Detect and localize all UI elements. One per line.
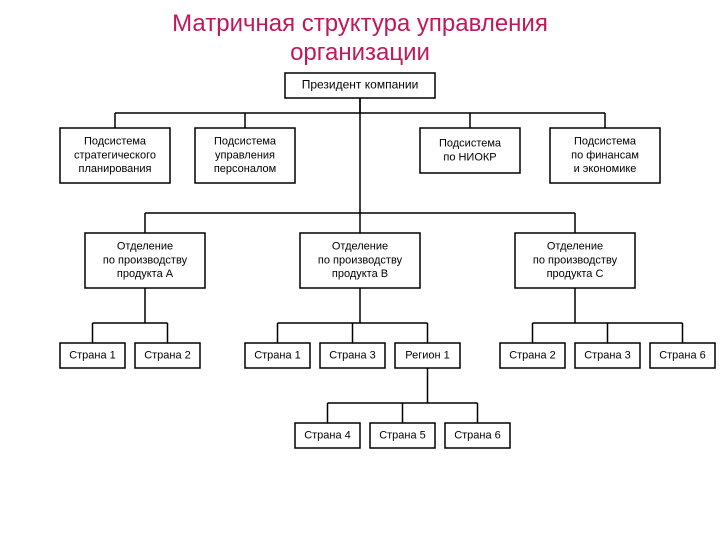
- svg-text:управления: управления: [215, 149, 275, 161]
- node-cR1: Страна 4: [295, 423, 360, 448]
- org-chart: Президент компании Подсистема стратегическ…: [0, 68, 720, 528]
- node-cR3: Страна 6: [445, 423, 510, 448]
- svg-text:по НИОКР: по НИОКР: [443, 151, 496, 163]
- node-cR2: Страна 5: [370, 423, 435, 448]
- svg-text:по финансам: по финансам: [571, 149, 639, 161]
- node-divB: Отделение по производству продукта В: [300, 233, 420, 288]
- svg-text:Отделение: Отделение: [117, 240, 173, 252]
- svg-text:Отделение: Отделение: [332, 240, 388, 252]
- svg-text:продукта С: продукта С: [547, 268, 604, 280]
- node-cA2: Страна 2: [135, 343, 200, 368]
- node-sub4: Подсистема по финансам и экономике: [550, 128, 660, 183]
- title-line-2: организации: [290, 39, 430, 66]
- svg-text:по производству: по производству: [318, 254, 403, 266]
- svg-text:Отделение: Отделение: [547, 240, 603, 252]
- svg-text:Страна 2: Страна 2: [144, 349, 191, 361]
- svg-text:Страна 1: Страна 1: [69, 349, 116, 361]
- node-cB2: Страна 3: [320, 343, 385, 368]
- node-sub2: Подсистема управления персоналом: [195, 128, 295, 183]
- svg-text:и экономике: и экономике: [574, 163, 637, 175]
- svg-text:Страна 1: Страна 1: [254, 349, 301, 361]
- title-line-1: Матричная структура управления: [172, 10, 548, 37]
- svg-text:Президент компании: Президент компании: [302, 77, 419, 91]
- node-cB3: Регион 1: [395, 343, 460, 368]
- svg-text:персоналом: персоналом: [214, 163, 276, 175]
- node-sub1: Подсистема стратегического планирования: [60, 128, 170, 183]
- svg-text:продукта А: продукта А: [117, 268, 174, 280]
- svg-text:Страна 5: Страна 5: [379, 429, 426, 441]
- node-cC3: Страна 6: [650, 343, 715, 368]
- svg-text:Страна 2: Страна 2: [509, 349, 556, 361]
- node-cB1: Страна 1: [245, 343, 310, 368]
- page-title: Матричная структура управления организац…: [0, 0, 720, 68]
- node-divC: Отделение по производству продукта С: [515, 233, 635, 288]
- node-sub3: Подсистема по НИОКР: [420, 128, 520, 173]
- node-divA: Отделение по производству продукта А: [85, 233, 205, 288]
- svg-text:Регион 1: Регион 1: [405, 349, 450, 361]
- node-root: Президент компании: [285, 73, 435, 98]
- svg-text:по производству: по производству: [103, 254, 188, 266]
- svg-text:Подсистема: Подсистема: [439, 137, 502, 149]
- svg-text:Страна 6: Страна 6: [659, 349, 706, 361]
- node-cC2: Страна 3: [575, 343, 640, 368]
- node-cA1: Страна 1: [60, 343, 125, 368]
- svg-text:Страна 3: Страна 3: [584, 349, 631, 361]
- svg-text:Подсистема: Подсистема: [214, 135, 277, 147]
- svg-text:Страна 3: Страна 3: [329, 349, 376, 361]
- svg-text:Страна 6: Страна 6: [454, 429, 501, 441]
- svg-text:по производству: по производству: [533, 254, 618, 266]
- node-cC1: Страна 2: [500, 343, 565, 368]
- svg-text:планирования: планирования: [79, 163, 152, 175]
- svg-text:Подсистема: Подсистема: [574, 135, 637, 147]
- svg-text:продукта В: продукта В: [332, 268, 388, 280]
- svg-text:Подсистема: Подсистема: [84, 135, 147, 147]
- svg-text:Страна 4: Страна 4: [304, 429, 351, 441]
- svg-text:стратегического: стратегического: [74, 149, 156, 161]
